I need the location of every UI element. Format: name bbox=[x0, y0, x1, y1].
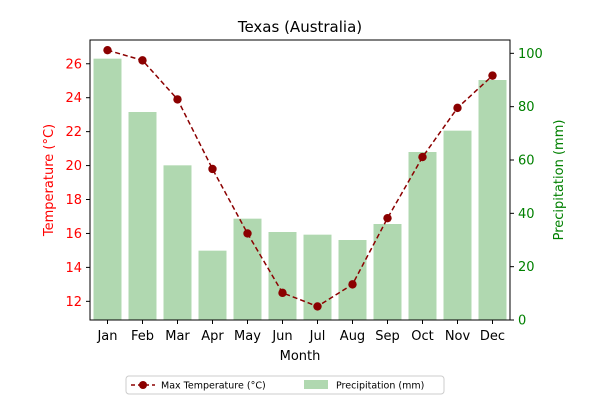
x-tick-label: Nov bbox=[445, 329, 471, 344]
left-y-tick-label: 16 bbox=[65, 227, 82, 242]
x-tick-label: Jan bbox=[96, 329, 117, 344]
temperature-point-jan bbox=[103, 45, 112, 55]
chart-title: Texas (Australia) bbox=[237, 18, 362, 36]
right-y-tick-label: 20 bbox=[518, 260, 535, 275]
temperature-point-jul bbox=[313, 302, 322, 311]
left-y-tick-label: 24 bbox=[65, 91, 82, 106]
x-axis: Jan Feb Mar Apr May Jun Jul Aug Sep Oct Nov Dec bbox=[96, 320, 505, 344]
x-tick-label: Aug bbox=[340, 329, 365, 344]
legend-label-precipitation: Precipitation (mm) bbox=[336, 381, 424, 392]
temperature-point-feb bbox=[138, 56, 147, 65]
precip-bar-apr bbox=[198, 250, 227, 320]
right-y-tick-label: 100 bbox=[518, 47, 543, 62]
x-tick-label: Mar bbox=[165, 329, 190, 344]
temperature-point-apr bbox=[208, 164, 217, 174]
left-y-tick-label: 14 bbox=[65, 261, 82, 276]
left-y-tick-label: 12 bbox=[65, 295, 82, 310]
temperature-point-mar bbox=[173, 95, 182, 104]
x-tick-label: Feb bbox=[131, 329, 154, 344]
precip-bar-jan bbox=[93, 58, 122, 321]
temperature-point-aug bbox=[348, 280, 357, 289]
temperature-point-nov bbox=[453, 103, 462, 113]
legend-line-marker bbox=[139, 381, 147, 389]
precip-bar-sep bbox=[373, 224, 402, 320]
left-y-axis-label: Temperature (°C) bbox=[42, 124, 57, 237]
precip-bar-oct bbox=[408, 152, 437, 320]
temperature-point-may bbox=[243, 229, 252, 238]
right-y-tick-label: 80 bbox=[518, 100, 535, 115]
legend-label-temperature: Max Temperature (°C) bbox=[161, 381, 266, 392]
legend: Max Temperature (°C) Precipitation (mm) bbox=[125, 375, 445, 395]
precip-bar-nov bbox=[443, 130, 472, 320]
precip-bar-dec bbox=[478, 80, 507, 320]
left-y-tick-label: 26 bbox=[65, 57, 82, 72]
x-tick-label: Dec bbox=[480, 329, 505, 344]
left-y-axis: 12 14 16 18 20 22 24 26 bbox=[65, 57, 90, 310]
x-tick-label: Sep bbox=[375, 329, 400, 344]
x-tick-label: May bbox=[234, 329, 261, 344]
left-y-tick-label: 18 bbox=[65, 193, 82, 208]
legend-bar-swatch bbox=[304, 380, 328, 389]
legend-box bbox=[125, 375, 445, 395]
right-y-axis-label: Precipitation (mm) bbox=[552, 120, 567, 241]
temperature-point-oct bbox=[418, 152, 427, 162]
left-y-tick-label: 20 bbox=[65, 159, 82, 174]
x-tick-label: Jul bbox=[309, 329, 326, 344]
x-tick-label: Apr bbox=[201, 329, 224, 344]
temperature-point-dec bbox=[488, 71, 497, 80]
x-tick-label: Jun bbox=[271, 329, 292, 344]
left-y-tick-label: 22 bbox=[65, 125, 82, 140]
plot-frame bbox=[89, 39, 511, 321]
temperature-point-sep bbox=[383, 213, 392, 223]
precip-bar-feb bbox=[128, 112, 157, 320]
precip-bar-aug bbox=[338, 240, 367, 320]
x-tick-label: Oct bbox=[411, 329, 433, 344]
right-y-tick-label: 60 bbox=[518, 154, 535, 169]
x-axis-label: Month bbox=[280, 349, 321, 364]
temperature-polyline bbox=[107, 49, 494, 308]
temperature-point-jun bbox=[278, 288, 287, 298]
precip-bar-mar bbox=[163, 165, 192, 320]
temperature-line bbox=[103, 45, 497, 311]
right-y-tick-label: 0 bbox=[518, 314, 526, 329]
right-y-axis: 0 20 40 60 80 100 bbox=[510, 47, 543, 329]
right-y-tick-label: 40 bbox=[518, 207, 535, 222]
